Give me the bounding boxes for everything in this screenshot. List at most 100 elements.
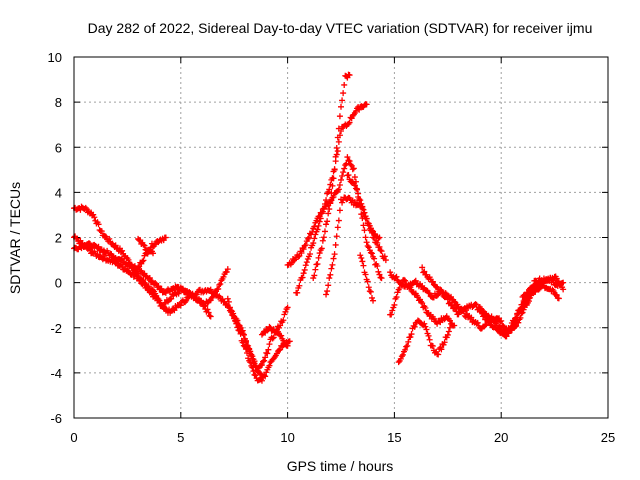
data-point-marker — [492, 320, 499, 327]
data-point-marker — [170, 306, 177, 313]
data-point-marker — [334, 134, 341, 141]
data-point-marker — [326, 275, 333, 282]
data-point-marker — [242, 337, 249, 344]
y-tick-label: 0 — [55, 276, 62, 291]
data-point-marker — [325, 282, 332, 289]
data-point-marker — [438, 346, 445, 353]
data-point-marker — [307, 251, 314, 258]
data-point-marker — [216, 282, 223, 289]
data-point-marker — [553, 292, 560, 299]
data-point-marker — [177, 302, 184, 309]
x-tick-label: 5 — [177, 430, 184, 445]
data-point-marker — [175, 290, 182, 297]
data-point-marker — [518, 306, 525, 313]
data-point-marker — [291, 257, 298, 264]
data-point-marker — [141, 280, 148, 287]
data-point-marker — [312, 266, 319, 273]
data-point-marker — [330, 255, 337, 262]
data-point-marker — [319, 237, 326, 244]
data-point-marker — [451, 322, 458, 329]
data-point-marker — [419, 300, 426, 307]
data-point-marker — [311, 235, 318, 242]
data-point-marker — [160, 303, 167, 310]
data-point-marker — [357, 197, 364, 204]
data-point-marker — [277, 346, 284, 353]
data-point-marker — [421, 320, 428, 327]
data-point-marker — [359, 203, 366, 210]
data-point-marker — [266, 362, 273, 369]
data-point-marker — [460, 308, 467, 315]
data-point-marker — [444, 331, 451, 338]
data-point-marker — [411, 323, 418, 330]
data-point-marker — [393, 273, 400, 280]
data-point-marker — [206, 312, 213, 319]
data-point-marker — [252, 372, 259, 379]
data-point-marker — [363, 101, 370, 108]
data-point-marker — [403, 343, 410, 350]
data-point-marker — [525, 295, 532, 302]
data-point-marker — [387, 269, 394, 276]
data-point-marker — [119, 247, 126, 254]
data-point-marker — [301, 266, 308, 273]
data-point-marker — [536, 285, 543, 292]
data-point-marker — [224, 266, 231, 273]
data-point-marker — [217, 281, 224, 288]
data-point-marker — [345, 157, 352, 164]
data-point-marker — [334, 224, 341, 231]
data-point-marker — [359, 258, 366, 265]
data-point-marker — [367, 249, 374, 256]
data-point-marker — [351, 182, 358, 189]
data-point-marker — [82, 204, 89, 211]
data-point-marker — [183, 297, 190, 304]
data-point-marker — [310, 240, 317, 247]
data-point-marker — [323, 197, 330, 204]
data-point-marker — [371, 255, 378, 262]
data-point-marker — [330, 175, 337, 182]
data-point-marker — [366, 288, 373, 295]
data-point-marker — [365, 284, 372, 291]
data-point-marker — [179, 285, 186, 292]
data-point-marker — [258, 362, 265, 369]
data-point-marker — [378, 248, 385, 255]
data-point-marker — [168, 295, 175, 302]
data-point-marker — [344, 154, 351, 161]
data-point-marker — [376, 234, 383, 241]
data-point-marker — [361, 227, 368, 234]
data-point-marker — [336, 182, 343, 189]
data-point-marker — [445, 328, 452, 335]
y-tick-label: 6 — [55, 140, 62, 155]
data-point-marker — [265, 346, 272, 353]
data-point-marker — [429, 343, 436, 350]
data-point-marker — [425, 332, 432, 339]
data-point-marker — [376, 271, 383, 278]
data-point-marker — [338, 176, 344, 183]
data-point-marker — [429, 278, 436, 285]
data-point-marker — [358, 200, 365, 207]
data-point-marker — [340, 90, 347, 97]
data-point-marker — [87, 240, 94, 247]
data-point-marker — [357, 252, 364, 259]
data-point-marker — [205, 309, 212, 316]
data-point-marker — [119, 255, 126, 262]
data-point-marker — [347, 161, 354, 168]
data-point-marker — [269, 335, 276, 342]
data-point-marker — [201, 303, 208, 310]
data-point-marker — [534, 281, 541, 288]
data-point-marker — [239, 339, 246, 346]
data-point-marker — [229, 308, 236, 315]
data-point-marker — [198, 299, 205, 306]
data-point-marker — [329, 194, 336, 201]
data-point-marker — [554, 278, 561, 285]
data-point-marker — [498, 326, 505, 333]
data-point-marker — [247, 348, 254, 355]
data-point-marker — [360, 222, 367, 229]
data-point-marker — [352, 108, 359, 115]
data-point-marker — [146, 274, 153, 281]
data-point-marker — [207, 286, 214, 293]
y-tick-label: 2 — [55, 231, 62, 246]
data-point-marker — [482, 322, 489, 329]
data-point-marker — [321, 200, 328, 207]
data-point-marker — [355, 190, 362, 197]
data-point-marker — [371, 230, 378, 237]
data-point-marker — [517, 314, 524, 321]
